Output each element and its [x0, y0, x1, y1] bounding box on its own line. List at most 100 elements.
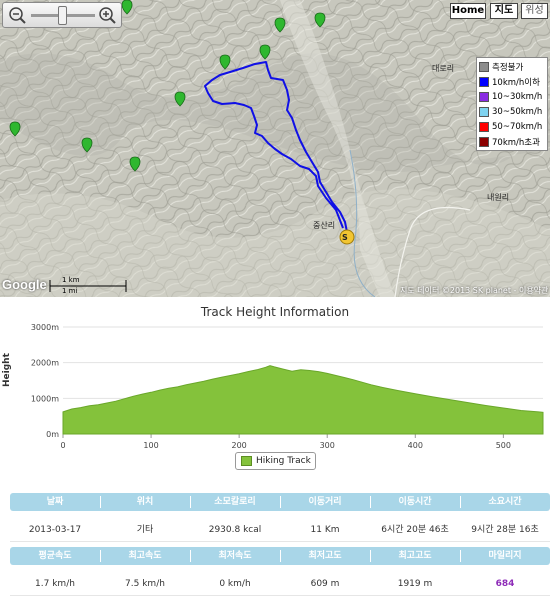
- stats-value-cell: 0 km/h: [219, 579, 251, 589]
- legend-series-label: Hiking Track: [256, 456, 311, 466]
- stats-value-cell: 7.5 km/h: [125, 579, 165, 589]
- waypoint-pin: [259, 44, 271, 60]
- stats-value-cell: 2013-03-17: [28, 525, 82, 535]
- chart-title: Track Height Information: [200, 305, 350, 319]
- zoom-control: [2, 2, 122, 28]
- waypoint-pin: [314, 12, 326, 28]
- waypoint-pin: [9, 121, 21, 137]
- start-marker-label[interactable]: S: [342, 233, 348, 242]
- legend-label: 10~30km/h: [492, 91, 543, 102]
- zoom-out-button[interactable]: [6, 5, 28, 25]
- stats-header-cell: 최저속도: [218, 551, 252, 561]
- x-tick-label: 0: [60, 441, 65, 450]
- x-tick-label: 500: [496, 441, 511, 450]
- stats-header-cell: 최고고도: [398, 551, 432, 561]
- stats-value-cell: 684: [495, 579, 515, 589]
- terrain-layer: [0, 0, 550, 297]
- home-button[interactable]: Home: [450, 3, 486, 19]
- start-marker-circle: [339, 229, 355, 245]
- waypoint-pin: [129, 156, 141, 172]
- y-tick-label: 2000m: [31, 359, 59, 368]
- speed-legend: 측정불가 10km/h이하 10~30km/h 30~50km/h 50~70km/h 7…: [476, 57, 548, 151]
- header-separator: [370, 550, 371, 562]
- x-tick-label: 200: [232, 441, 247, 450]
- stats-value-cell: 기타: [136, 525, 154, 535]
- legend-row: 10km/h이하: [479, 74, 545, 89]
- hiking-track-path: [204, 61, 348, 233]
- stats-header-row: 날짜 위치 소모칼로리 이동거리 이동시간 소요시간: [10, 493, 550, 511]
- stats-value-cell: 609 m: [310, 579, 340, 589]
- legend-label: 70km/h초과: [492, 137, 540, 148]
- terrain-map[interactable]: S 중산리 대로리 내원리 Hom: [0, 0, 550, 297]
- legend-hiking-track[interactable]: Hiking Track: [235, 452, 316, 470]
- waypoint-pin: [219, 54, 231, 70]
- x-tick-label: 400: [408, 441, 423, 450]
- stats-value-cell: 1919 m: [397, 579, 433, 589]
- legend-color-swatch: [479, 61, 489, 72]
- legend-color-swatch: [479, 106, 489, 117]
- header-separator: [100, 550, 101, 562]
- header-separator: [280, 550, 281, 562]
- legend-label: 10km/h이하: [492, 77, 540, 88]
- satellite-view-button[interactable]: 위성: [521, 3, 548, 19]
- stats-header-cell: 소모칼로리: [214, 497, 256, 507]
- stats-table: 날짜 위치 소모칼로리 이동거리 이동시간 소요시간 2013-03-17 기타 2930.8 …: [10, 493, 550, 597]
- scale-mi-label: 1 mi: [62, 287, 78, 295]
- map-scale: 1 km 1 mi: [48, 274, 128, 296]
- legend-color-swatch: [479, 91, 489, 102]
- waypoint-pin: [81, 137, 93, 153]
- y-tick-label: 0m: [46, 430, 59, 439]
- zoom-slider-thumb[interactable]: [58, 6, 67, 25]
- legend-row: 50~70km/h: [479, 119, 545, 134]
- scale-bar-icon: [49, 280, 127, 292]
- chart-plot: 0m 1000m 2000m 3000m 0 100 200 300 400 500: [31, 323, 544, 450]
- legend-color-swatch: [479, 136, 489, 147]
- map-copyright[interactable]: 지도 데이터 ©2013 SK planet - 이용약관: [400, 286, 549, 295]
- google-logo[interactable]: Google: [2, 277, 47, 292]
- stats-header-cell: 날짜: [46, 497, 64, 507]
- row-divider: [10, 541, 550, 542]
- header-separator: [460, 550, 461, 562]
- stats-header-cell: 최저고도: [308, 551, 342, 561]
- stats-value-cell: 11 Km: [310, 525, 340, 535]
- stats-header-row: 평균속도 최고속도 최저속도 최저고도 최고고도 마일리지: [10, 547, 550, 565]
- stats-value-cell: 2930.8 kcal: [208, 525, 262, 535]
- y-tick-label: 1000m: [31, 394, 59, 403]
- stats-header-cell: 이동시간: [398, 497, 432, 507]
- legend-row: 30~50km/h: [479, 104, 545, 119]
- legend-label: 50~70km/h: [492, 121, 543, 132]
- stats-header-cell: 최고속도: [128, 551, 162, 561]
- waypoint-pin: [174, 91, 186, 107]
- zoom-in-icon: [99, 7, 116, 24]
- stats-header-cell: 평균속도: [38, 551, 72, 561]
- header-separator: [100, 496, 101, 508]
- legend-swatch: [241, 456, 252, 466]
- stats-header-cell: 소요시간: [488, 497, 522, 507]
- legend-color-swatch: [479, 76, 489, 87]
- scale-km-label: 1 km: [62, 276, 80, 284]
- map-view-button[interactable]: 지도: [490, 3, 518, 19]
- row-divider: [10, 595, 550, 596]
- stats-header-cell: 이동거리: [308, 497, 342, 507]
- place-label-start: 중산리: [313, 221, 336, 230]
- legend-color-swatch: [479, 121, 489, 132]
- header-separator: [280, 496, 281, 508]
- x-tick-label: 100: [143, 441, 158, 450]
- stats-value-cell: 1.7 km/h: [35, 579, 75, 589]
- zoom-out-icon: [9, 7, 26, 24]
- legend-row: 10~30km/h: [479, 89, 545, 104]
- legend-row: 70km/h초과: [479, 134, 545, 149]
- y-tick-label: 3000m: [31, 323, 59, 332]
- stats-value-cell: 9시간 28분 16초: [471, 525, 539, 535]
- header-separator: [190, 550, 191, 562]
- legend-label: 30~50km/h: [492, 106, 543, 117]
- stats-header-cell: 위치: [136, 497, 154, 507]
- zoom-in-button[interactable]: [96, 5, 118, 25]
- height-chart: Track Height Information Height 0m 1000m 2…: [0, 297, 550, 482]
- waypoint-pin: [121, 0, 133, 15]
- place-label-right-bottom: 내원리: [487, 193, 510, 202]
- legend-label: 측정불가: [492, 62, 524, 73]
- header-separator: [460, 496, 461, 508]
- place-label-right-top: 대로리: [432, 64, 455, 73]
- waypoint-pin: [274, 17, 286, 33]
